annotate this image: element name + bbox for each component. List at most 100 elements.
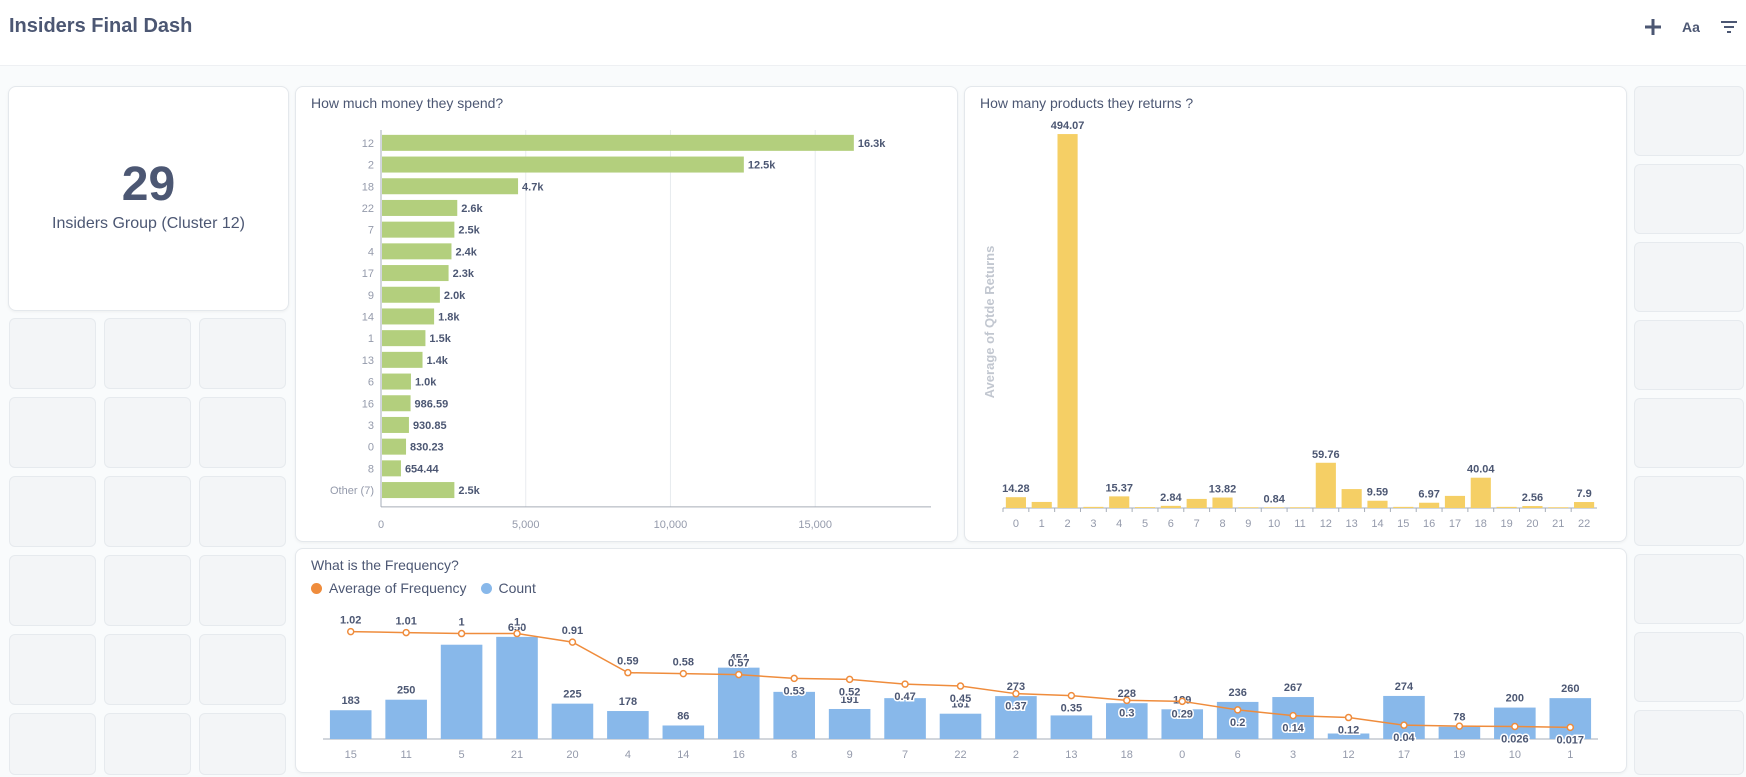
line-value-label: 0.47 [894, 691, 915, 703]
filter-button[interactable] [1714, 12, 1744, 42]
text-format-icon: Aa [1682, 19, 1700, 35]
bar [1383, 695, 1425, 739]
bar-value-label: 228 [1118, 688, 1136, 700]
x-tick-label: 3 [1290, 749, 1296, 761]
x-tick-label: 0 [378, 519, 384, 531]
line-point [1289, 711, 1297, 720]
y-tick-label: 3 [368, 420, 374, 432]
bar-value-label: 267 [1284, 682, 1302, 694]
line-value-label: 0.017 [1557, 734, 1585, 746]
empty-grid-cell [104, 318, 191, 389]
bar [382, 265, 449, 282]
bar [382, 178, 519, 195]
line-value-label: 0.14 [1282, 723, 1304, 735]
bar [382, 416, 409, 433]
x-tick-label: 15 [345, 749, 357, 761]
x-tick-label: 6 [1235, 749, 1241, 761]
y-tick-label: 4 [368, 246, 374, 258]
x-tick-label: 7 [902, 749, 908, 761]
x-tick-label: 12 [1320, 518, 1332, 530]
bar-value-label: 2.0k [444, 290, 466, 302]
line-value-label: 0.58 [673, 657, 694, 669]
x-tick-label: 5 [459, 749, 465, 761]
x-tick-label: 6 [1168, 518, 1174, 530]
bar-value-label: 2.56 [1522, 492, 1543, 504]
text-box-button[interactable]: Aa [1676, 12, 1706, 42]
empty-grid-cell [199, 476, 286, 547]
line-value-label: 0.91 [562, 625, 583, 637]
line-point [1067, 691, 1076, 700]
x-tick-label: 1 [1039, 518, 1045, 530]
x-tick-label: 21 [511, 749, 523, 761]
line-point [1566, 723, 1575, 732]
bar [1109, 496, 1130, 508]
bar [551, 703, 594, 739]
x-tick-label: 2 [1013, 749, 1019, 761]
x-tick-label: 7 [1194, 518, 1200, 530]
x-tick-label: 19 [1500, 518, 1512, 530]
x-tick-label: 20 [1526, 518, 1538, 530]
bar [1548, 507, 1569, 508]
scalar-card[interactable]: 29 Insiders Group (Cluster 12) [8, 86, 289, 311]
x-tick-label: 16 [733, 749, 745, 761]
bar-value-label: 12.5k [748, 160, 776, 172]
bar [1160, 505, 1181, 508]
add-card-button[interactable] [1638, 12, 1668, 42]
scalar-label: Insiders Group (Cluster 12) [52, 215, 245, 232]
line-point [624, 668, 632, 677]
bar [1238, 507, 1259, 508]
y-axis-label: Average of Qtde Returns [982, 246, 997, 399]
legend-item-count[interactable]: Count [480, 580, 536, 596]
x-tick-label: 20 [566, 749, 578, 761]
bar [1341, 489, 1362, 508]
bar-value-label: 2.3k [453, 268, 475, 280]
bar [382, 373, 411, 390]
bar-value-label: 13.82 [1209, 484, 1237, 496]
money-spend-card[interactable]: How much money they spend? 0 5,000 10,000 1… [295, 86, 958, 542]
x-tick-label: 22 [954, 749, 966, 761]
line-value-label: 0.45 [950, 693, 971, 705]
bar [1134, 507, 1156, 508]
bar-value-label: 250 [397, 685, 415, 697]
bar [496, 636, 538, 739]
x-tick-label: 11 [400, 749, 411, 761]
dashboard-title: Insiders Final Dash [9, 15, 193, 37]
y-tick-label: 1 [368, 333, 374, 345]
bar-value-label: 986.59 [415, 398, 449, 410]
x-tick-label: 15 [1397, 518, 1409, 530]
scalar-value: 29 [121, 158, 176, 211]
empty-grid-cell [9, 318, 96, 389]
bar [995, 696, 1037, 739]
line-value-label: 0.35 [1061, 703, 1082, 715]
line-value-label: 0.53 [783, 685, 804, 697]
x-tick-label: 10,000 [654, 519, 688, 531]
empty-grid-cell [1634, 554, 1744, 624]
bar-value-label: 494.07 [1051, 120, 1085, 132]
line-point [1344, 713, 1353, 722]
line-point [1511, 722, 1519, 731]
bar [662, 725, 705, 739]
empty-grid-cell [199, 634, 286, 705]
legend-item-frequency[interactable]: Average of Frequency [311, 580, 467, 596]
line-value-label: 0.59 [617, 656, 638, 668]
bar-value-label: 654.44 [405, 463, 440, 475]
line-point [735, 670, 743, 679]
empty-grid-cell [104, 555, 191, 626]
bar [382, 286, 440, 303]
bar [382, 482, 455, 499]
bar [382, 351, 423, 368]
x-tick-label: 18 [1475, 518, 1487, 530]
bar-value-label: 830.23 [410, 442, 444, 454]
bar-value-label: 225 [563, 689, 581, 701]
x-tick-label: 9 [847, 749, 853, 761]
returns-card[interactable]: How many products they returns ? Average… [964, 86, 1627, 542]
empty-grid-cell [9, 397, 96, 468]
frequency-card[interactable]: What is the Frequency? Average of Freque… [295, 548, 1627, 773]
bar-value-label: 7.9 [1576, 488, 1591, 500]
bar [1005, 497, 1026, 508]
y-tick-label: 22 [362, 203, 374, 215]
y-tick-label: 14 [362, 311, 374, 323]
line-value-label: 0.026 [1501, 734, 1529, 746]
